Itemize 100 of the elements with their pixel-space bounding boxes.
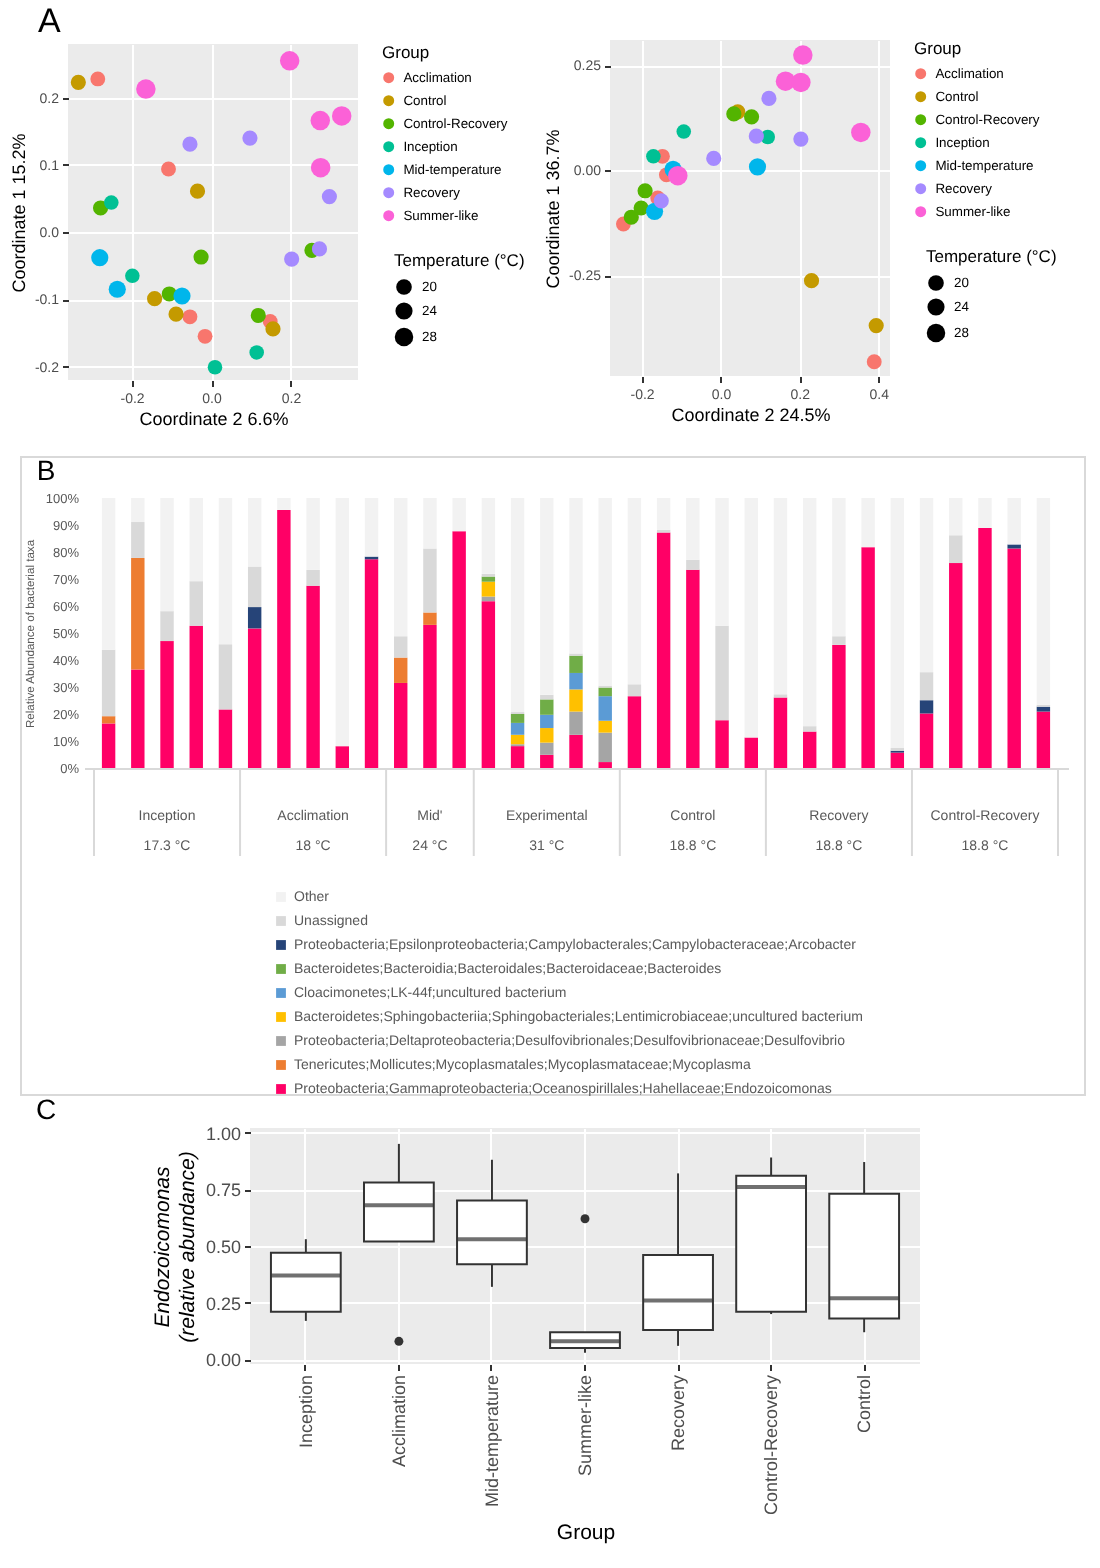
bar bbox=[569, 689, 583, 712]
bar bbox=[715, 498, 729, 626]
bar bbox=[189, 625, 203, 768]
bar bbox=[540, 754, 554, 768]
bar bbox=[627, 684, 642, 697]
x-tick-label: Inception bbox=[295, 1375, 316, 1449]
x-tick-label: Recovery bbox=[668, 1374, 689, 1452]
bar bbox=[919, 498, 934, 673]
bar bbox=[218, 644, 233, 710]
bar bbox=[744, 498, 758, 738]
y-tick-label: 1.00 bbox=[205, 1123, 241, 1144]
bar bbox=[919, 700, 934, 714]
x-axis-title: Coordinate 2 24.5% bbox=[671, 405, 831, 425]
bar bbox=[452, 498, 466, 532]
bar bbox=[160, 498, 174, 612]
bar bbox=[131, 498, 145, 523]
bar bbox=[861, 547, 875, 768]
bar bbox=[423, 624, 437, 768]
bar bbox=[627, 696, 642, 768]
bar bbox=[247, 607, 262, 629]
bar bbox=[715, 625, 729, 721]
bar bbox=[1036, 711, 1051, 768]
bar bbox=[861, 498, 875, 548]
bar bbox=[306, 585, 320, 768]
bar bbox=[802, 498, 817, 727]
bar bbox=[890, 752, 905, 768]
bar bbox=[540, 498, 554, 695]
bar bbox=[481, 581, 496, 597]
bar bbox=[540, 742, 554, 755]
bar bbox=[598, 696, 612, 721]
chart-title: C bbox=[35, 1092, 57, 1125]
bar bbox=[364, 498, 379, 557]
bar bbox=[773, 498, 788, 695]
x-tick-label: Control-Recovery bbox=[761, 1374, 782, 1516]
bar bbox=[131, 522, 145, 558]
bar bbox=[510, 714, 525, 723]
y-tick-label: 0.75 bbox=[205, 1180, 241, 1201]
bar bbox=[656, 498, 671, 530]
bar bbox=[978, 498, 992, 528]
bar bbox=[160, 641, 174, 768]
bar bbox=[919, 672, 934, 701]
bar bbox=[949, 563, 963, 768]
x-tick-label: Control bbox=[854, 1375, 875, 1434]
bar bbox=[832, 498, 846, 637]
bar bbox=[598, 687, 612, 697]
bar bbox=[1007, 548, 1021, 768]
bar bbox=[569, 711, 583, 735]
bar bbox=[715, 720, 729, 768]
bar bbox=[306, 498, 320, 570]
x-tick-label: Summer-like bbox=[575, 1375, 595, 1477]
bar bbox=[131, 669, 145, 768]
bar bbox=[394, 657, 408, 683]
bar bbox=[481, 601, 496, 768]
bar bbox=[832, 636, 846, 645]
bar bbox=[949, 498, 963, 536]
x-axis-title: Coordinate 2 6.6% bbox=[139, 409, 289, 429]
y-axis-title: Coordinate 1 36.7% bbox=[543, 129, 564, 289]
bar bbox=[394, 498, 408, 637]
chart-title: A bbox=[37, 2, 62, 40]
bar bbox=[569, 734, 583, 768]
bar bbox=[802, 731, 817, 768]
bar bbox=[160, 611, 174, 642]
bar bbox=[890, 498, 905, 749]
text: Temperature (°C) bbox=[394, 250, 525, 270]
bar bbox=[1036, 498, 1051, 705]
bar bbox=[101, 649, 116, 717]
y-tick-label: 0.00 bbox=[205, 1350, 241, 1371]
bar bbox=[394, 636, 408, 658]
bar bbox=[569, 672, 583, 690]
bar bbox=[1036, 706, 1051, 712]
bar bbox=[277, 498, 291, 510]
bar bbox=[569, 498, 583, 654]
bar bbox=[832, 644, 846, 768]
bar bbox=[101, 716, 116, 724]
bar bbox=[510, 498, 525, 713]
bar bbox=[949, 535, 963, 564]
bar bbox=[452, 531, 466, 768]
bar bbox=[481, 576, 496, 582]
bar bbox=[598, 762, 612, 768]
bar bbox=[364, 559, 379, 768]
bar bbox=[773, 697, 788, 768]
bar bbox=[335, 746, 350, 768]
bar bbox=[481, 498, 496, 574]
bar bbox=[540, 699, 554, 715]
bar bbox=[686, 569, 700, 768]
bar bbox=[423, 498, 437, 549]
x-tick-label: Acclimation bbox=[388, 1375, 409, 1468]
bar bbox=[247, 566, 262, 608]
y-axis-title: Endozoicomonas (relative abundance) bbox=[150, 1151, 200, 1343]
bar bbox=[744, 737, 758, 768]
bar bbox=[131, 557, 145, 670]
bar bbox=[510, 722, 525, 735]
bar bbox=[510, 734, 525, 745]
bar bbox=[627, 498, 642, 685]
x-axis-title: Group bbox=[556, 1521, 616, 1546]
y-tick-label: 0.50 bbox=[205, 1237, 241, 1257]
bar bbox=[218, 709, 233, 768]
bar bbox=[247, 628, 262, 768]
bar bbox=[189, 581, 203, 626]
bar bbox=[802, 726, 817, 732]
